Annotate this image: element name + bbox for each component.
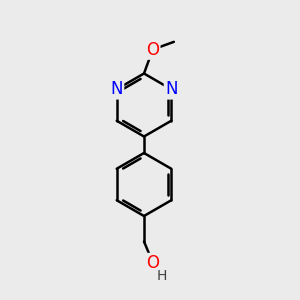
Text: H: H <box>156 269 167 283</box>
Text: O: O <box>146 254 160 272</box>
Text: N: N <box>110 80 123 98</box>
Text: O: O <box>146 40 159 58</box>
Text: N: N <box>165 80 178 98</box>
